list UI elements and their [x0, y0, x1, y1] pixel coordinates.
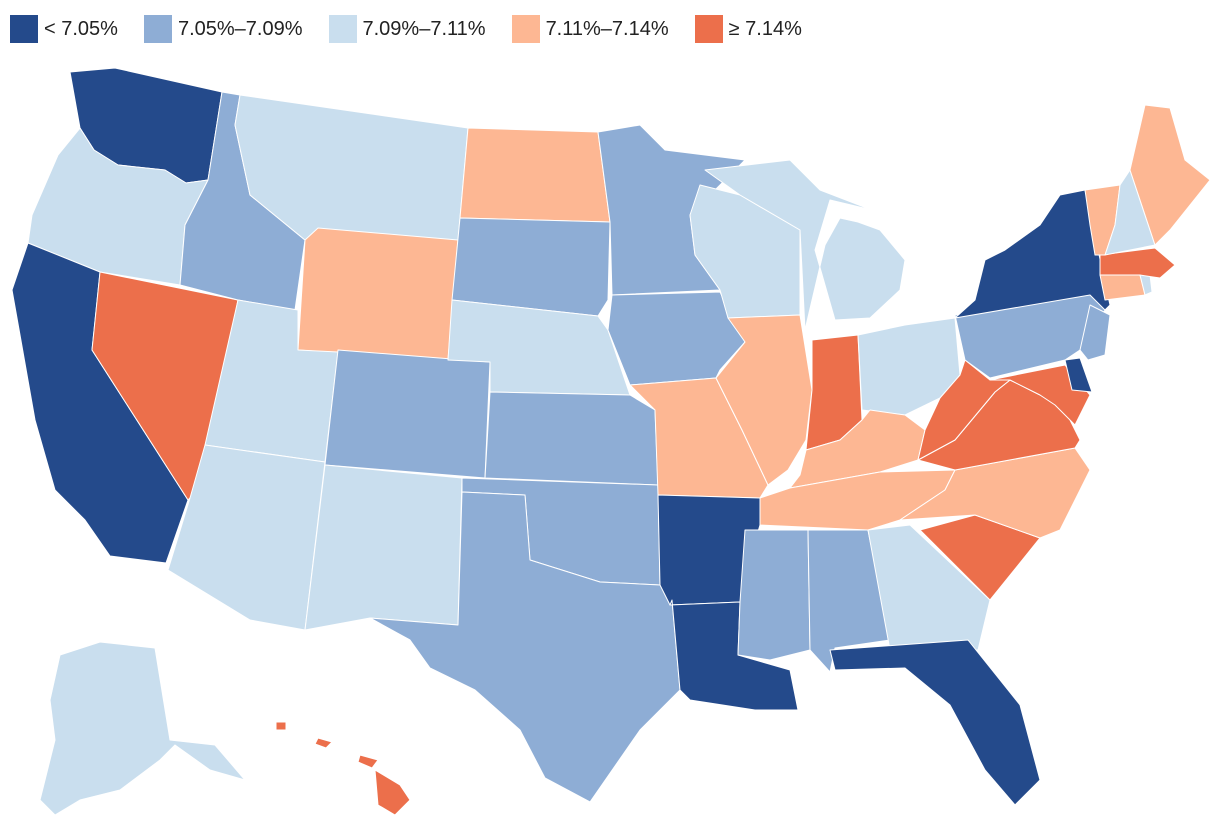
- state-maine[interactable]: [1129, 104, 1211, 246]
- legend-label: 7.09%–7.11%: [362, 17, 486, 40]
- state-illinois[interactable]: [715, 314, 813, 486]
- legend: < 7.05% 7.05%–7.09% 7.09%–7.11% 7.11%–7.…: [10, 14, 828, 44]
- legend-swatch: [328, 15, 357, 43]
- state-georgia[interactable]: [867, 524, 991, 651]
- state-tennessee[interactable]: [759, 469, 956, 531]
- state-connecticut[interactable]: [1099, 274, 1146, 301]
- legend-swatch: [694, 15, 723, 43]
- legend-label: 7.05%–7.09%: [177, 17, 303, 40]
- legend-item-bin-4: 7.11%–7.14%: [511, 15, 669, 43]
- legend-item-bin-2: 7.05%–7.09%: [143, 15, 303, 43]
- state-florida[interactable]: [829, 639, 1041, 806]
- legend-item-bin-1: < 7.05%: [10, 15, 118, 43]
- state-new-jersey[interactable]: [1079, 304, 1111, 361]
- state-texas[interactable]: [369, 491, 681, 803]
- legend-item-bin-3: 7.09%–7.11%: [328, 15, 486, 43]
- state-new-hampshire[interactable]: [1104, 169, 1156, 256]
- state-colorado[interactable]: [324, 349, 491, 479]
- state-alaska[interactable]: [39, 641, 246, 816]
- legend-label: 7.11%–7.14%: [545, 17, 669, 40]
- state-wyoming[interactable]: [297, 227, 459, 361]
- state-massachusetts[interactable]: [1099, 247, 1176, 279]
- state-mississippi[interactable]: [737, 529, 811, 661]
- state-hawaii[interactable]: [275, 721, 411, 816]
- state-new-mexico[interactable]: [304, 464, 463, 631]
- state-north-carolina[interactable]: [899, 447, 1091, 539]
- legend-swatch: [10, 15, 38, 43]
- legend-label: ≥ 7.14%: [728, 17, 802, 40]
- state-north-dakota[interactable]: [459, 127, 611, 223]
- state-delaware[interactable]: [1064, 357, 1093, 393]
- legend-label: < 7.05%: [44, 17, 118, 40]
- legend-item-bin-5: ≥ 7.14%: [694, 15, 802, 43]
- legend-swatch: [511, 15, 540, 43]
- state-michigan[interactable]: [704, 159, 906, 331]
- legend-swatch: [143, 15, 172, 43]
- state-south-dakota[interactable]: [451, 217, 611, 317]
- state-kansas[interactable]: [484, 391, 659, 486]
